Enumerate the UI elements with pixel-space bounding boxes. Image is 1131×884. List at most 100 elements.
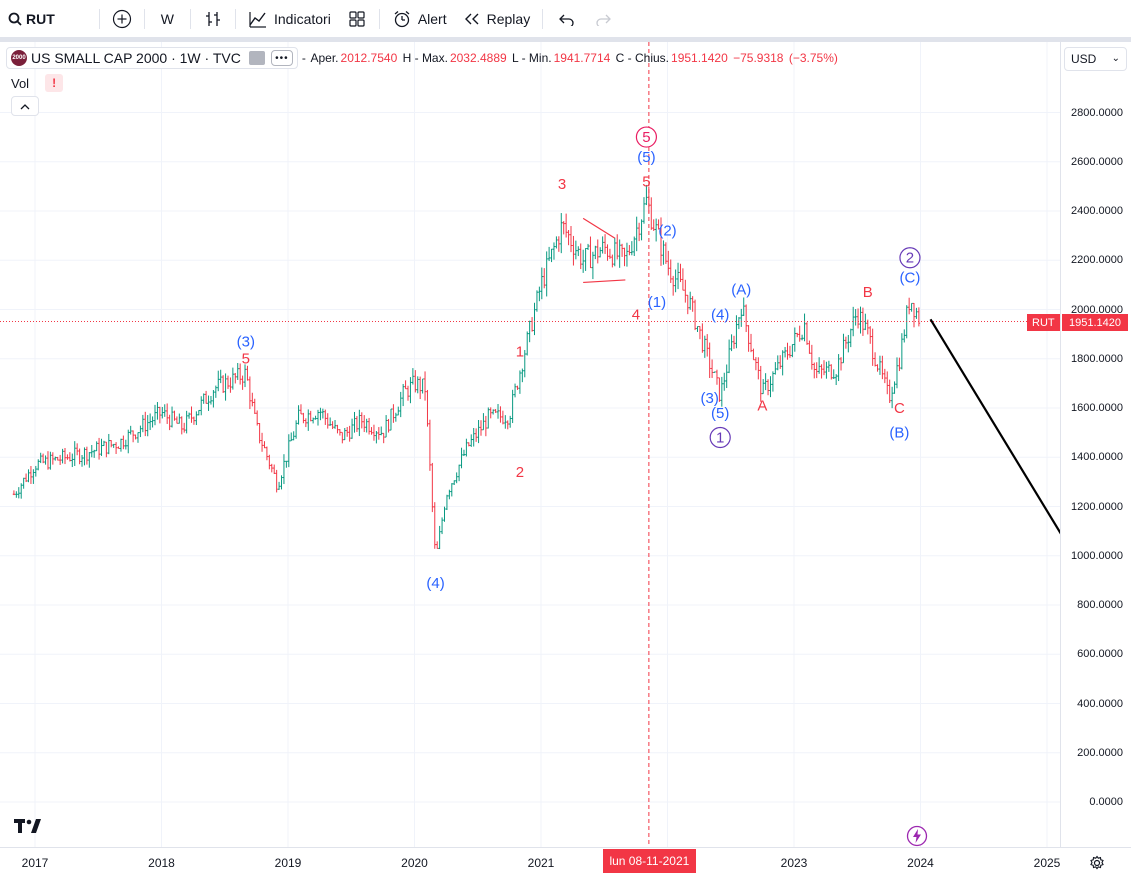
candle — [898, 357, 901, 372]
price-tick-label: 2600.0000 — [1071, 155, 1123, 168]
candle — [533, 302, 536, 336]
svg-text:(4): (4) — [711, 306, 729, 323]
time-tick-label: 2023 — [780, 856, 808, 870]
crosshair-date-label: lun 08-11-2021 — [602, 849, 696, 873]
wave-label: (3) — [237, 333, 255, 350]
price-tick-label: 2800.0000 — [1071, 106, 1123, 119]
candle — [827, 360, 831, 372]
candle — [633, 236, 636, 257]
redo-button[interactable] — [585, 0, 623, 38]
candle — [34, 465, 38, 477]
symbol-logo: 2000 — [11, 50, 27, 66]
candle — [645, 184, 648, 206]
candle — [22, 477, 25, 489]
candle — [652, 219, 655, 231]
svg-text:(1): (1) — [648, 294, 666, 311]
candle — [864, 313, 867, 331]
candle — [406, 385, 410, 401]
candle — [720, 376, 724, 407]
candle — [796, 332, 799, 338]
price-tick-label: 1800.0000 — [1071, 352, 1123, 365]
wave-label: (5) — [711, 405, 729, 422]
candle — [596, 239, 599, 264]
candle — [810, 344, 814, 370]
candle — [545, 251, 548, 297]
chart-pane[interactable]: 5 (3) (4) 1 2 3 4 5 (5) 5 (1) (2) (A) (4) (3) (5) 1 A B C (B… — [0, 42, 1061, 847]
candle — [54, 456, 57, 461]
candle — [175, 416, 179, 424]
candle — [662, 240, 665, 265]
toolbar-divider — [143, 8, 145, 29]
svg-text:(B): (B) — [889, 425, 909, 442]
candle — [718, 377, 721, 402]
wave-label: 3 — [558, 176, 566, 193]
price-axis[interactable]: 2800.0000 2600.0000 2400.0000 2200.0000 2000… — [1062, 42, 1131, 847]
tradingview-logo[interactable] — [14, 818, 44, 839]
volume-legend: Vol ! — [11, 74, 64, 92]
time-axis[interactable]: 2017 2018 2019 2020 2021 2023 2024 2025 — [0, 847, 1131, 884]
candle — [681, 268, 685, 291]
candle — [100, 438, 103, 456]
warning-icon[interactable]: ! — [45, 74, 64, 92]
candle — [878, 355, 882, 375]
candle — [438, 525, 441, 550]
candle — [226, 375, 230, 389]
candle — [491, 409, 495, 415]
candle — [800, 334, 804, 341]
candle — [657, 219, 660, 230]
candle — [788, 345, 792, 358]
svg-text:1: 1 — [716, 429, 724, 446]
candle — [842, 333, 845, 364]
alert-button[interactable]: Alert — [384, 0, 455, 38]
currency-select[interactable]: USD ⌄ — [1064, 47, 1127, 71]
layouts-button[interactable] — [339, 0, 375, 38]
svg-text:1: 1 — [516, 343, 524, 360]
close-label: C - Chius. — [615, 51, 670, 65]
candle — [579, 243, 582, 270]
time-tick-label: 2020 — [401, 856, 428, 870]
candle — [574, 240, 578, 260]
candle — [530, 317, 534, 332]
wave-label: A — [757, 397, 767, 414]
symbol-search-button[interactable]: RUT — [0, 0, 63, 38]
candle — [769, 376, 772, 398]
indicators-button[interactable]: Indicatori — [240, 0, 339, 38]
price-chart[interactable]: 5(3)(4)12345(5)5(1)(2)(A)(4)(3)(5)1ABC(B… — [0, 42, 1061, 847]
candle — [409, 377, 412, 404]
candle — [900, 333, 904, 370]
wave-label: 2 — [516, 464, 524, 481]
candle — [433, 502, 436, 549]
wave-label: (A) — [731, 282, 751, 299]
compare-symbol-button[interactable] — [104, 0, 140, 38]
undo-button[interactable] — [547, 0, 585, 38]
svg-text:5: 5 — [242, 351, 250, 368]
candle — [275, 469, 278, 493]
interval-button[interactable]: W — [149, 0, 186, 38]
ohlc-values: - Aper. 2012.7540 H - Max. 2032.4889 L - M… — [301, 51, 838, 65]
candle — [56, 456, 59, 461]
wave-label: (4) — [711, 306, 729, 323]
candle — [679, 263, 682, 283]
candle — [153, 404, 157, 426]
time-tick-label: 2025 — [1033, 856, 1061, 870]
candle — [776, 355, 779, 371]
candle — [757, 357, 760, 380]
candle — [321, 408, 325, 419]
symbol-title-box[interactable]: 2000 US SMALL CAP 2000 · 1W · TVC ••• — [6, 47, 298, 69]
candle — [883, 368, 887, 384]
candle — [562, 221, 565, 235]
candle — [552, 242, 556, 260]
low-value: 1941.7714 — [553, 51, 611, 65]
replay-button[interactable]: Replay — [455, 0, 539, 38]
collapse-legend-button[interactable] — [11, 96, 39, 116]
chart-type-button[interactable] — [195, 0, 231, 38]
candle — [229, 377, 232, 393]
more-options-icon[interactable]: ••• — [270, 50, 293, 66]
svg-text:3: 3 — [558, 176, 566, 193]
candle — [236, 362, 239, 380]
candle — [246, 365, 249, 381]
flash-icon[interactable] — [906, 825, 928, 852]
chart-settings-button[interactable] — [1089, 855, 1105, 876]
candle — [839, 357, 843, 371]
toolbar-divider — [542, 8, 544, 29]
